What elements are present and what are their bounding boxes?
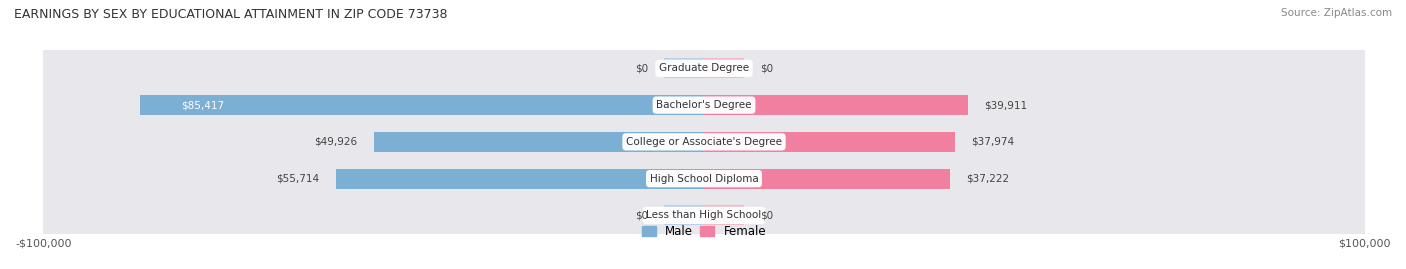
Text: Bachelor's Degree: Bachelor's Degree xyxy=(657,100,752,110)
Bar xyxy=(704,95,967,115)
Text: College or Associate's Degree: College or Associate's Degree xyxy=(626,137,782,147)
Bar xyxy=(336,168,704,189)
Text: Less than High School: Less than High School xyxy=(647,210,762,220)
Bar xyxy=(44,50,1365,87)
Bar xyxy=(44,87,1365,123)
Bar xyxy=(704,132,955,152)
Text: $37,222: $37,222 xyxy=(966,174,1010,184)
Bar xyxy=(44,123,1365,160)
Text: $49,926: $49,926 xyxy=(315,137,357,147)
Text: $0: $0 xyxy=(761,210,773,220)
Bar xyxy=(139,95,704,115)
Bar xyxy=(665,205,704,225)
Text: High School Diploma: High School Diploma xyxy=(650,174,758,184)
Text: $39,911: $39,911 xyxy=(984,100,1028,110)
Bar xyxy=(374,132,704,152)
Text: $55,714: $55,714 xyxy=(276,174,319,184)
Text: $0: $0 xyxy=(634,210,648,220)
Bar xyxy=(44,160,1365,197)
Text: $37,974: $37,974 xyxy=(972,137,1015,147)
Text: Graduate Degree: Graduate Degree xyxy=(659,63,749,73)
Bar xyxy=(704,168,950,189)
Bar xyxy=(704,58,744,79)
Text: EARNINGS BY SEX BY EDUCATIONAL ATTAINMENT IN ZIP CODE 73738: EARNINGS BY SEX BY EDUCATIONAL ATTAINMEN… xyxy=(14,8,447,21)
Text: Source: ZipAtlas.com: Source: ZipAtlas.com xyxy=(1281,8,1392,18)
Legend: Male, Female: Male, Female xyxy=(637,220,770,243)
Bar xyxy=(44,197,1365,234)
Bar xyxy=(704,205,744,225)
Bar xyxy=(665,58,704,79)
Text: $0: $0 xyxy=(761,63,773,73)
Text: $85,417: $85,417 xyxy=(181,100,224,110)
Text: $0: $0 xyxy=(634,63,648,73)
